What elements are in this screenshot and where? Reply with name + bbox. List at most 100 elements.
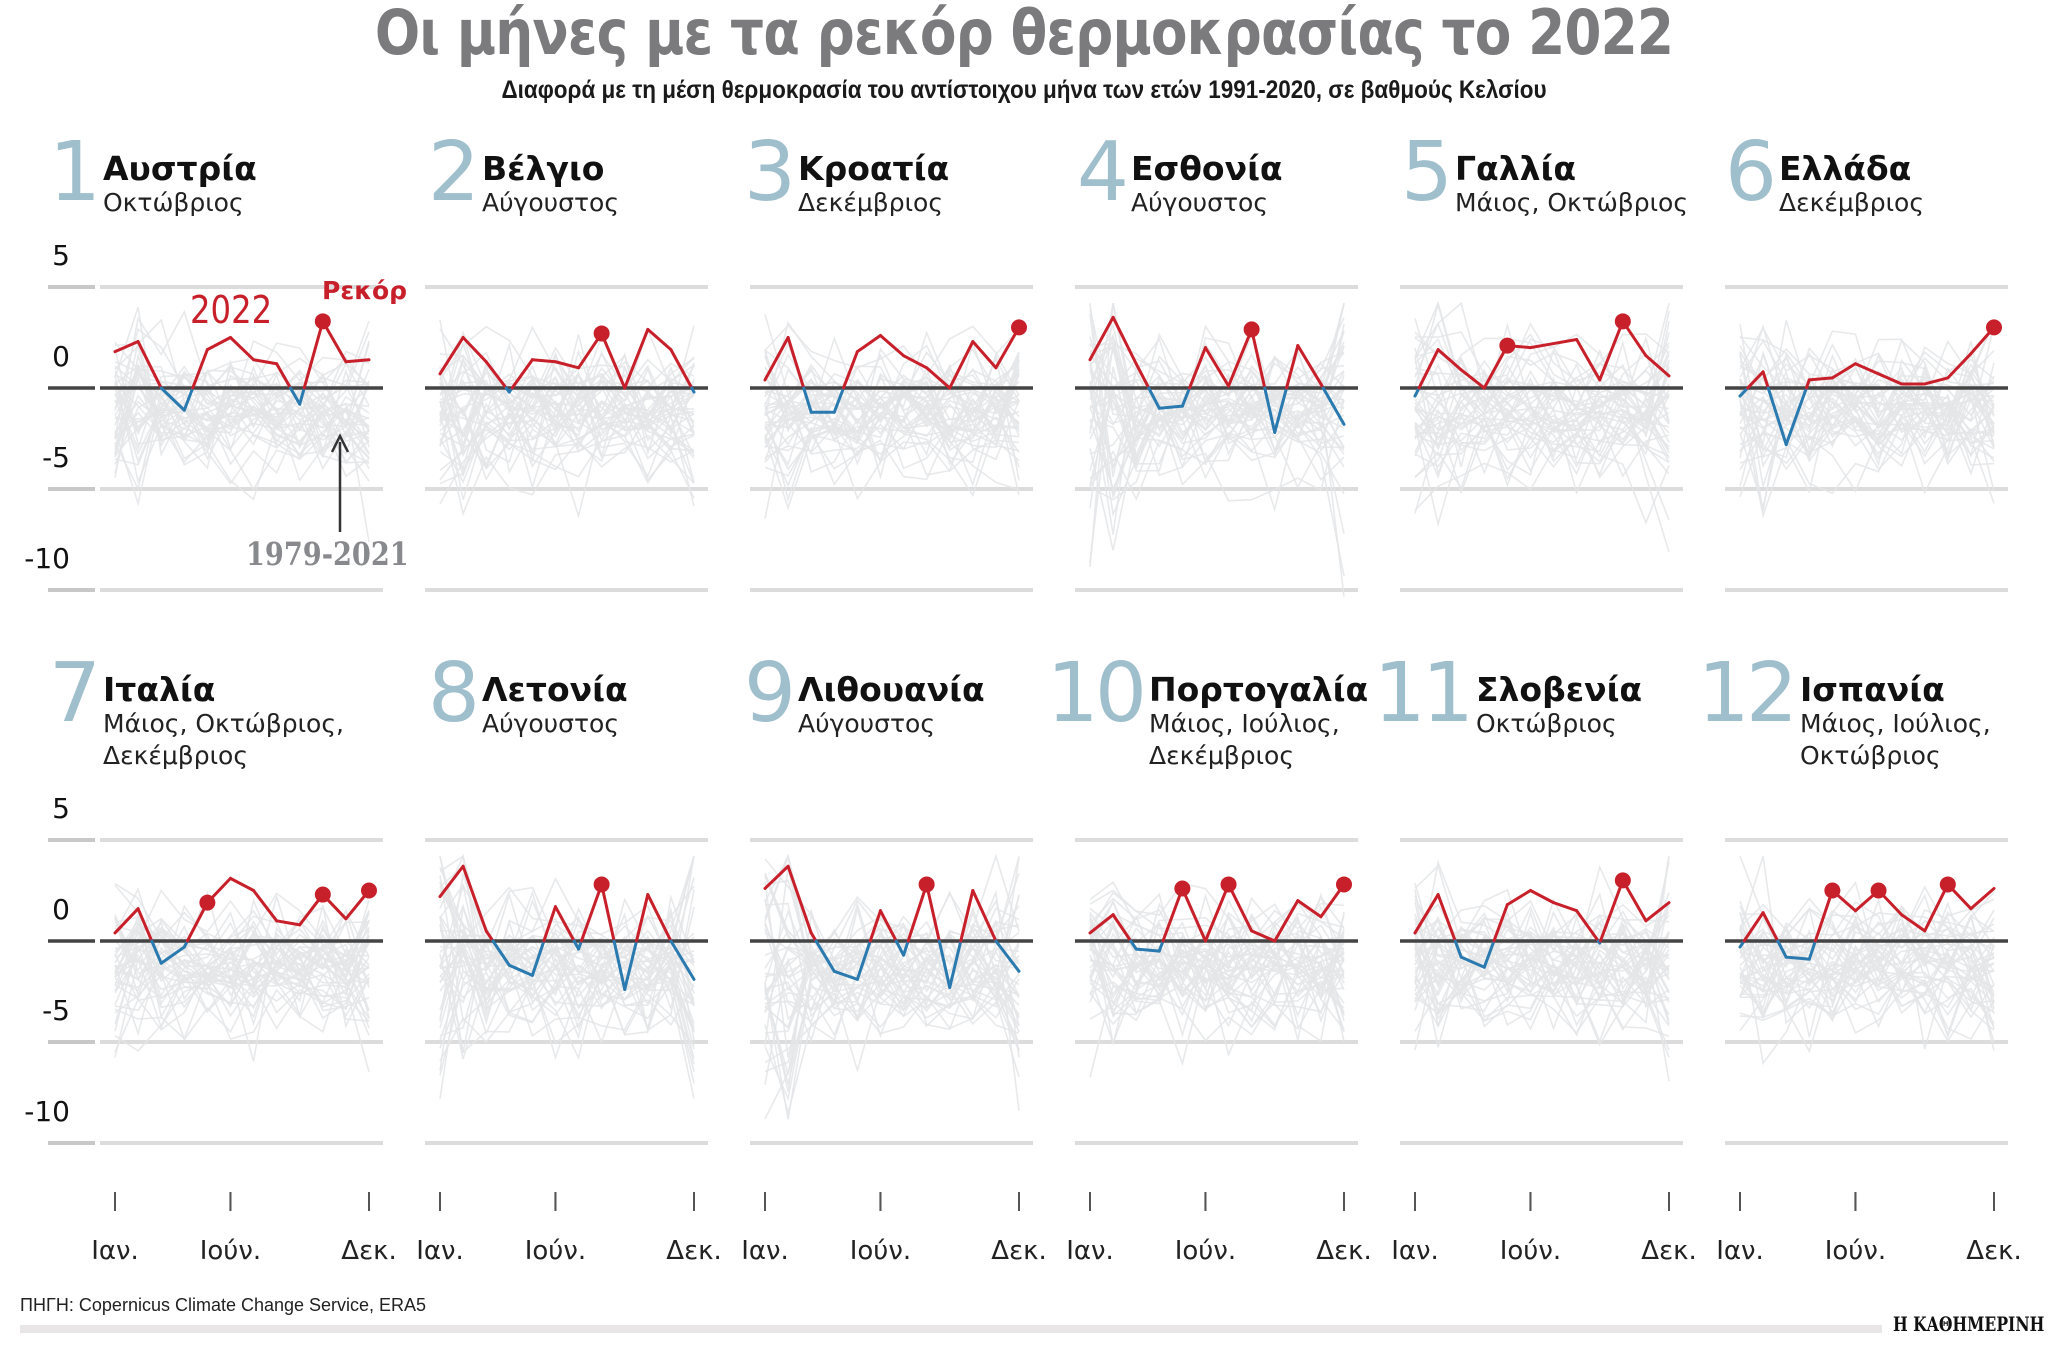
panel-header: 2 Βέλγιο Αύγουστος xyxy=(428,132,619,219)
series-2022-segment xyxy=(1644,354,1671,378)
history-line xyxy=(439,393,695,478)
record-point xyxy=(1174,880,1191,897)
history-line xyxy=(1739,955,1995,1017)
series-2022-segment xyxy=(623,939,639,991)
series-2022-segment xyxy=(1453,939,1463,959)
series-2022-segment xyxy=(690,386,696,394)
arrow-head xyxy=(330,433,350,453)
history-line xyxy=(1414,913,1670,987)
series-2022-segment xyxy=(1436,348,1463,372)
history-line xyxy=(1089,916,1345,1046)
country-name: Πορτογαλία xyxy=(1149,670,1369,709)
series-2022-segment xyxy=(1598,319,1625,382)
series-2022-segment xyxy=(902,939,910,957)
record-months: Μάιος, Οκτώβριος, Δεκέμβριος xyxy=(103,708,344,771)
x-tick-label: Ιαν. xyxy=(416,1236,464,1266)
series-2022-segment xyxy=(136,907,154,943)
series-2022-segment xyxy=(1766,386,1788,447)
history-line xyxy=(764,367,1020,519)
x-tick-label: Ιαν. xyxy=(1066,1236,1114,1266)
history-line xyxy=(1414,318,1670,401)
rank-number: 11 xyxy=(1373,646,1474,741)
series-2022-segment xyxy=(855,333,882,354)
series-2022-segment xyxy=(507,963,534,977)
series-2022-segment xyxy=(1203,882,1231,943)
x-tick-label: Ιούν. xyxy=(1499,1236,1562,1266)
history-line xyxy=(1414,300,1670,422)
series-2022-segment xyxy=(288,386,302,406)
history-line xyxy=(1414,889,1670,1028)
series-2022-segment xyxy=(842,350,859,390)
record-months: Αύγουστος xyxy=(1131,187,1268,217)
history-line xyxy=(114,948,370,1052)
history-line xyxy=(1739,352,1995,401)
history-line xyxy=(764,324,1020,396)
series-2022-segment xyxy=(1482,344,1509,390)
panel-header: 5 Γαλλία Μάιος, Οκτώβριος xyxy=(1401,132,1688,219)
country-name: Εσθονία xyxy=(1131,149,1283,188)
annotation-2022: 2022 xyxy=(190,288,273,332)
history-line xyxy=(1414,928,1670,1001)
history-line xyxy=(1089,918,1345,1058)
series-2022-segment xyxy=(669,939,696,981)
rank-number: 6 xyxy=(1724,125,1777,220)
x-tick-label: Δεκ. xyxy=(1316,1236,1372,1266)
history-line xyxy=(764,853,1020,996)
country-name: Κροατία xyxy=(798,149,950,188)
panel-3 xyxy=(750,285,1033,1211)
y-tick-label: -10 xyxy=(24,1095,70,1128)
series-2022-segment xyxy=(994,939,1021,973)
series-2022-segment xyxy=(344,358,371,364)
record-point xyxy=(314,313,331,330)
series-2022-segment xyxy=(438,864,465,899)
history-line xyxy=(1415,367,1670,467)
series-2022-segment xyxy=(1761,911,1780,943)
rank-number: 2 xyxy=(427,125,480,220)
series-2022-segment xyxy=(1761,370,1770,390)
panel-header: 9 Λιθουανία Αύγουστος xyxy=(744,653,985,740)
history-line xyxy=(114,937,370,1073)
series-2022-segment xyxy=(1853,362,1881,376)
series-2022-segment xyxy=(878,909,898,943)
x-tick-label: Ιαν. xyxy=(91,1236,139,1266)
series-2022-segment xyxy=(1482,939,1496,969)
history-line xyxy=(114,928,370,988)
series-2022-segment xyxy=(461,864,488,933)
series-2022-segment xyxy=(868,909,882,943)
series-2022-segment xyxy=(1459,368,1486,390)
x-tick-label: Δεκ. xyxy=(1641,1236,1697,1266)
panel-header: 12 Ισπανία Μάιος, Ιούλιος, Οκτώβριος xyxy=(1698,653,1991,773)
rank-number: 4 xyxy=(1076,125,1129,220)
page-subtitle: Διαφορά με τη μέση θερμοκρασία του αντίσ… xyxy=(501,76,1547,104)
series-2022-segment xyxy=(646,327,673,352)
series-2022-segment xyxy=(1180,886,1207,943)
series-2022-segment xyxy=(832,386,846,414)
series-2022-segment xyxy=(1413,893,1440,935)
rank-number: 8 xyxy=(427,646,480,741)
history-line xyxy=(1089,388,1345,495)
series-2022-segment xyxy=(1321,386,1346,426)
record-months: Αύγουστος xyxy=(482,187,619,217)
panel-2 xyxy=(425,285,708,1211)
history-line xyxy=(1414,431,1670,525)
series-2022-segment xyxy=(1111,315,1138,366)
series-2022-segment xyxy=(530,939,546,977)
series-2022-segment xyxy=(809,931,818,943)
history-line xyxy=(114,320,370,492)
record-point xyxy=(918,876,935,893)
series-2022-segment xyxy=(612,939,627,991)
series-2022-segment xyxy=(635,893,650,943)
history-line xyxy=(764,968,1020,1117)
y-tick-label: -10 xyxy=(24,542,70,575)
panel-7 xyxy=(48,838,383,1211)
history-lines-1979-2021 xyxy=(1414,856,1670,1082)
history-lines-1979-2021 xyxy=(1414,300,1670,553)
series-2022-segment xyxy=(1746,370,1765,390)
series-2022-segment xyxy=(971,889,998,943)
series-2022-segment xyxy=(191,348,209,390)
series-2022-segment xyxy=(1528,342,1556,350)
record-point xyxy=(1011,319,1027,336)
history-line xyxy=(439,875,695,1023)
record-months: Αύγουστος xyxy=(798,708,935,738)
annotation-record: Ρεκόρ xyxy=(322,276,408,305)
